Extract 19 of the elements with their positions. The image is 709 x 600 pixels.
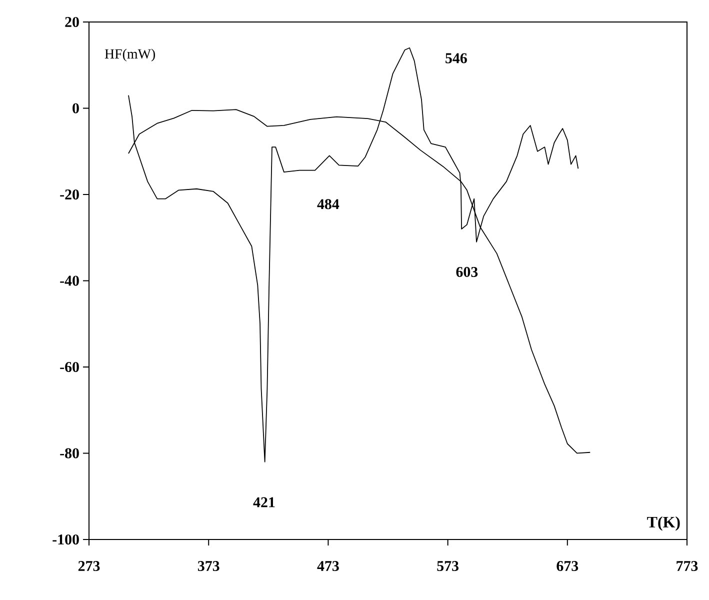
y-tick-label: -40 [60,276,79,286]
y-tick-label: 20 [65,16,79,28]
x-tick-label: 773 [676,561,698,572]
annotation: 546 [446,53,467,64]
x-tick-label: 573 [437,561,458,572]
y-tick-label: -100 [52,534,79,545]
y-tick-label: 0 [72,103,79,114]
x-tick-label: 673 [556,561,578,572]
x-tick-label: 373 [198,561,220,572]
y-tick-label: -80 [60,448,79,458]
annotation: 603 [456,266,478,277]
y-tick-label: -60 [60,362,79,372]
annotation: 484 [317,199,340,210]
x-tick-label: 273 [78,561,100,572]
x-tick-label: 473 [317,561,339,572]
x-axis-title: T(K) [647,516,680,531]
annotation: 421 [253,497,275,508]
y-axis-title: HF(mW) [104,48,156,62]
y-tick-label: -20 [60,189,79,200]
